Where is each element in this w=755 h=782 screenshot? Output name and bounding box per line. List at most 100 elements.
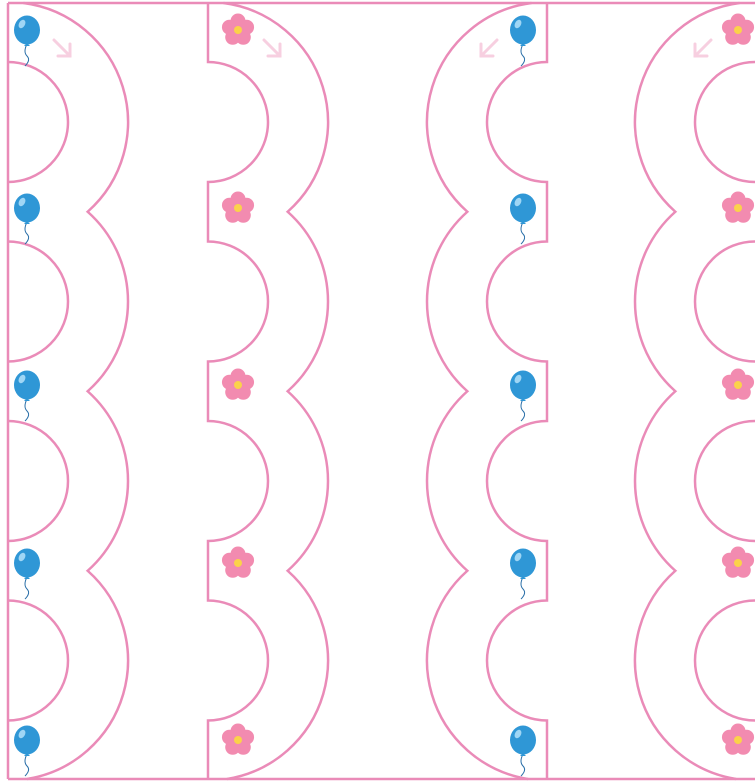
balloon-shine [18,374,26,384]
balloon-icon [510,548,536,600]
flower-petal [221,374,237,390]
balloon-icon [14,725,40,777]
outer-edge [633,1,740,781]
balloon-string [520,398,526,422]
flower-petal [221,552,237,568]
arrow [262,38,282,58]
flower-center [734,204,742,212]
balloon-knot [24,398,30,401]
balloon-icon [14,370,40,422]
flower-petal [721,197,737,213]
flower-icon [721,546,755,578]
outer-edge [223,1,330,781]
balloon-string [520,221,526,245]
inner-edge [693,419,755,543]
balloon-body [14,548,40,578]
balloon-string [24,398,30,422]
outer-edge [23,1,130,781]
flower-center [734,26,742,34]
flower-icon [221,13,255,45]
balloon-icon [14,548,40,600]
arrow [479,38,499,58]
flower-petal [221,729,237,745]
arrow [693,38,713,58]
balloon-shine [18,552,26,562]
inner-edge [7,60,70,184]
flower-center [734,559,742,567]
flower-icon [221,723,255,755]
balloon-shine [514,729,522,739]
balloon-string [520,43,526,67]
inner-edge [693,599,755,722]
balloon-string [24,753,30,777]
flower-center [734,381,742,389]
balloon-icon [510,193,536,245]
flower-petal [721,729,737,745]
balloon-shine [514,197,522,207]
balloon-string [24,221,30,245]
inner-edge [206,3,270,779]
balloon-body [510,15,536,45]
balloon-string [520,753,526,777]
balloon-body [14,370,40,400]
balloon-body [14,193,40,223]
balloon-string [24,43,30,67]
balloon-body [14,15,40,45]
balloon-body [510,725,536,755]
flower-petal [721,552,737,568]
flower-petal [721,374,737,390]
outer-edge [425,1,532,781]
balloon-icon [14,15,40,67]
inner-edge [7,419,70,543]
flower-icon [721,13,755,45]
flower-icon [721,191,755,223]
balloon-string [520,576,526,600]
flower-center [234,736,242,744]
balloon-knot [24,221,30,224]
inner-edge [693,240,755,363]
balloon-icon [510,15,536,67]
balloon-body [510,193,536,223]
inner-edge [693,60,755,184]
flower-center [234,381,242,389]
flower-petal [721,19,737,35]
arrow [52,38,72,58]
balloon-knot [24,576,30,579]
flower-icon [221,368,255,400]
balloon-icon [510,370,536,422]
balloon-knot [24,43,30,46]
balloon-body [14,725,40,755]
inner-edge [485,3,549,779]
flower-petal [221,19,237,35]
flower-icon [221,191,255,223]
balloon-knot [520,576,526,579]
balloon-icon [510,725,536,777]
balloon-knot [24,753,30,756]
flower-center [234,559,242,567]
balloon-shine [514,552,522,562]
flower-icon [221,546,255,578]
flower-center [734,736,742,744]
flower-icon [721,723,755,755]
balloon-icon [14,193,40,245]
balloon-knot [520,398,526,401]
inner-edge [7,240,70,363]
balloon-shine [514,374,522,384]
flower-center [234,26,242,34]
flower-icon [721,368,755,400]
balloon-string [24,576,30,600]
balloon-shine [514,19,522,29]
balloon-knot [520,43,526,46]
balloon-body [510,548,536,578]
balloon-knot [520,753,526,756]
balloon-knot [520,221,526,224]
balloon-body [510,370,536,400]
balloon-shine [18,729,26,739]
inner-edge [7,599,70,722]
flower-center [234,204,242,212]
balloon-shine [18,197,26,207]
balloon-shine [18,19,26,29]
flower-petal [221,197,237,213]
